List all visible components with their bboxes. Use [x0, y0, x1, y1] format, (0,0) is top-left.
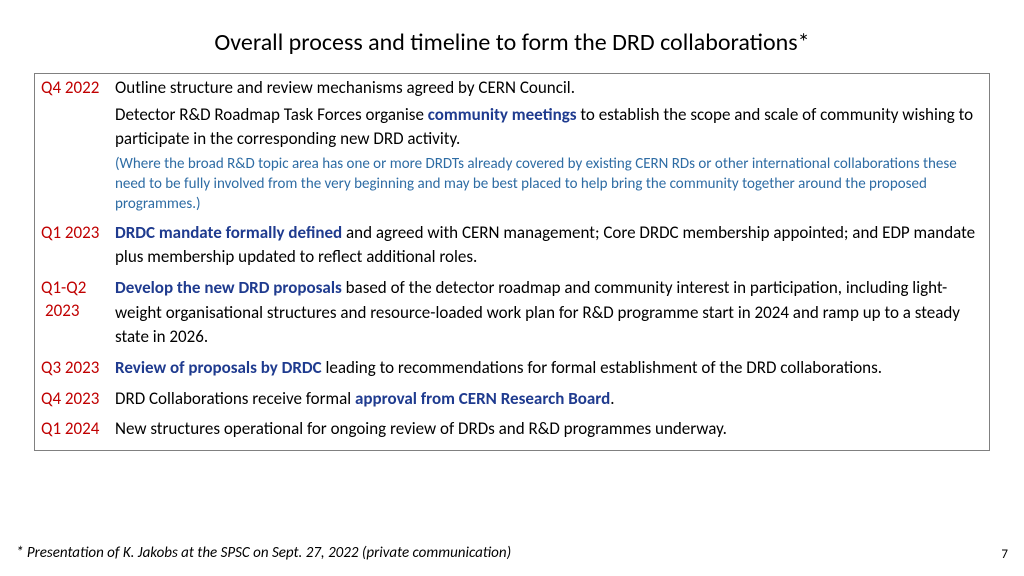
text-span: organisational structures and resource-l…: [115, 302, 960, 348]
date-cell: Q3 2023: [41, 356, 115, 383]
date-line: 2023: [41, 300, 115, 323]
date-cell: Q1 2024: [41, 417, 115, 444]
text-line: Detector R&D Roadmap Task Forces organis…: [115, 103, 981, 152]
date-cell: Q4 2022: [41, 76, 115, 217]
text-line: Outline structure and review mechanisms …: [115, 76, 981, 101]
date-cell: Q1-Q2 2023: [41, 276, 115, 352]
highlight-span: approval from CERN Research Board: [355, 388, 610, 409]
highlight-span: Develop the new DRD proposals: [115, 277, 342, 298]
table-row: Q4 2022 Outline structure and review mec…: [35, 74, 989, 219]
text-line: DRDC mandate formally defined and agreed…: [115, 221, 981, 270]
text-line: Develop the new DRD proposals based of t…: [115, 276, 981, 350]
table-row: Q4 2023 DRD Collaborations receive forma…: [35, 385, 989, 416]
note-text: (Where the broad R&D topic area has one …: [115, 154, 981, 215]
text-line: New structures operational for ongoing r…: [115, 417, 981, 442]
date-cell: Q1 2023: [41, 221, 115, 272]
timeline-table: Q4 2022 Outline structure and review mec…: [34, 73, 990, 451]
date-cell: Q4 2023: [41, 387, 115, 414]
highlight-span: DRDC mandate formally defined: [115, 222, 342, 243]
table-row: Q3 2023 Review of proposals by DRDC lead…: [35, 354, 989, 385]
table-row: Q1-Q2 2023 Develop the new DRD proposals…: [35, 274, 989, 354]
body-cell: DRDC mandate formally defined and agreed…: [115, 221, 981, 272]
text-line: Review of proposals by DRDC leading to r…: [115, 356, 981, 381]
text-span: Detector R&D Roadmap Task Forces organis…: [115, 104, 428, 125]
body-cell: DRD Collaborations receive formal approv…: [115, 387, 981, 414]
highlight-span: Review of proposals by DRDC: [115, 357, 322, 378]
text-span: .: [610, 388, 614, 409]
table-row: Q1 2023 DRDC mandate formally defined an…: [35, 219, 989, 274]
text-line: DRD Collaborations receive formal approv…: [115, 387, 981, 412]
body-cell: Review of proposals by DRDC leading to r…: [115, 356, 981, 383]
body-cell: Develop the new DRD proposals based of t…: [115, 276, 981, 352]
page-number: 7: [1001, 547, 1008, 562]
table-row: Q1 2024 New structures operational for o…: [35, 415, 989, 450]
body-cell: Outline structure and review mechanisms …: [115, 76, 981, 217]
date-line: Q1-Q2: [41, 277, 115, 300]
text-span: DRD Collaborations receive formal: [115, 388, 355, 409]
slide-title: Overall process and timeline to form the…: [0, 0, 1024, 73]
text-span: leading to recommendations for formal es…: [322, 357, 882, 378]
highlight-span: community meetings: [428, 104, 577, 125]
footnote: * Presentation of K. Jakobs at the SPSC …: [16, 544, 511, 562]
body-cell: New structures operational for ongoing r…: [115, 417, 981, 444]
